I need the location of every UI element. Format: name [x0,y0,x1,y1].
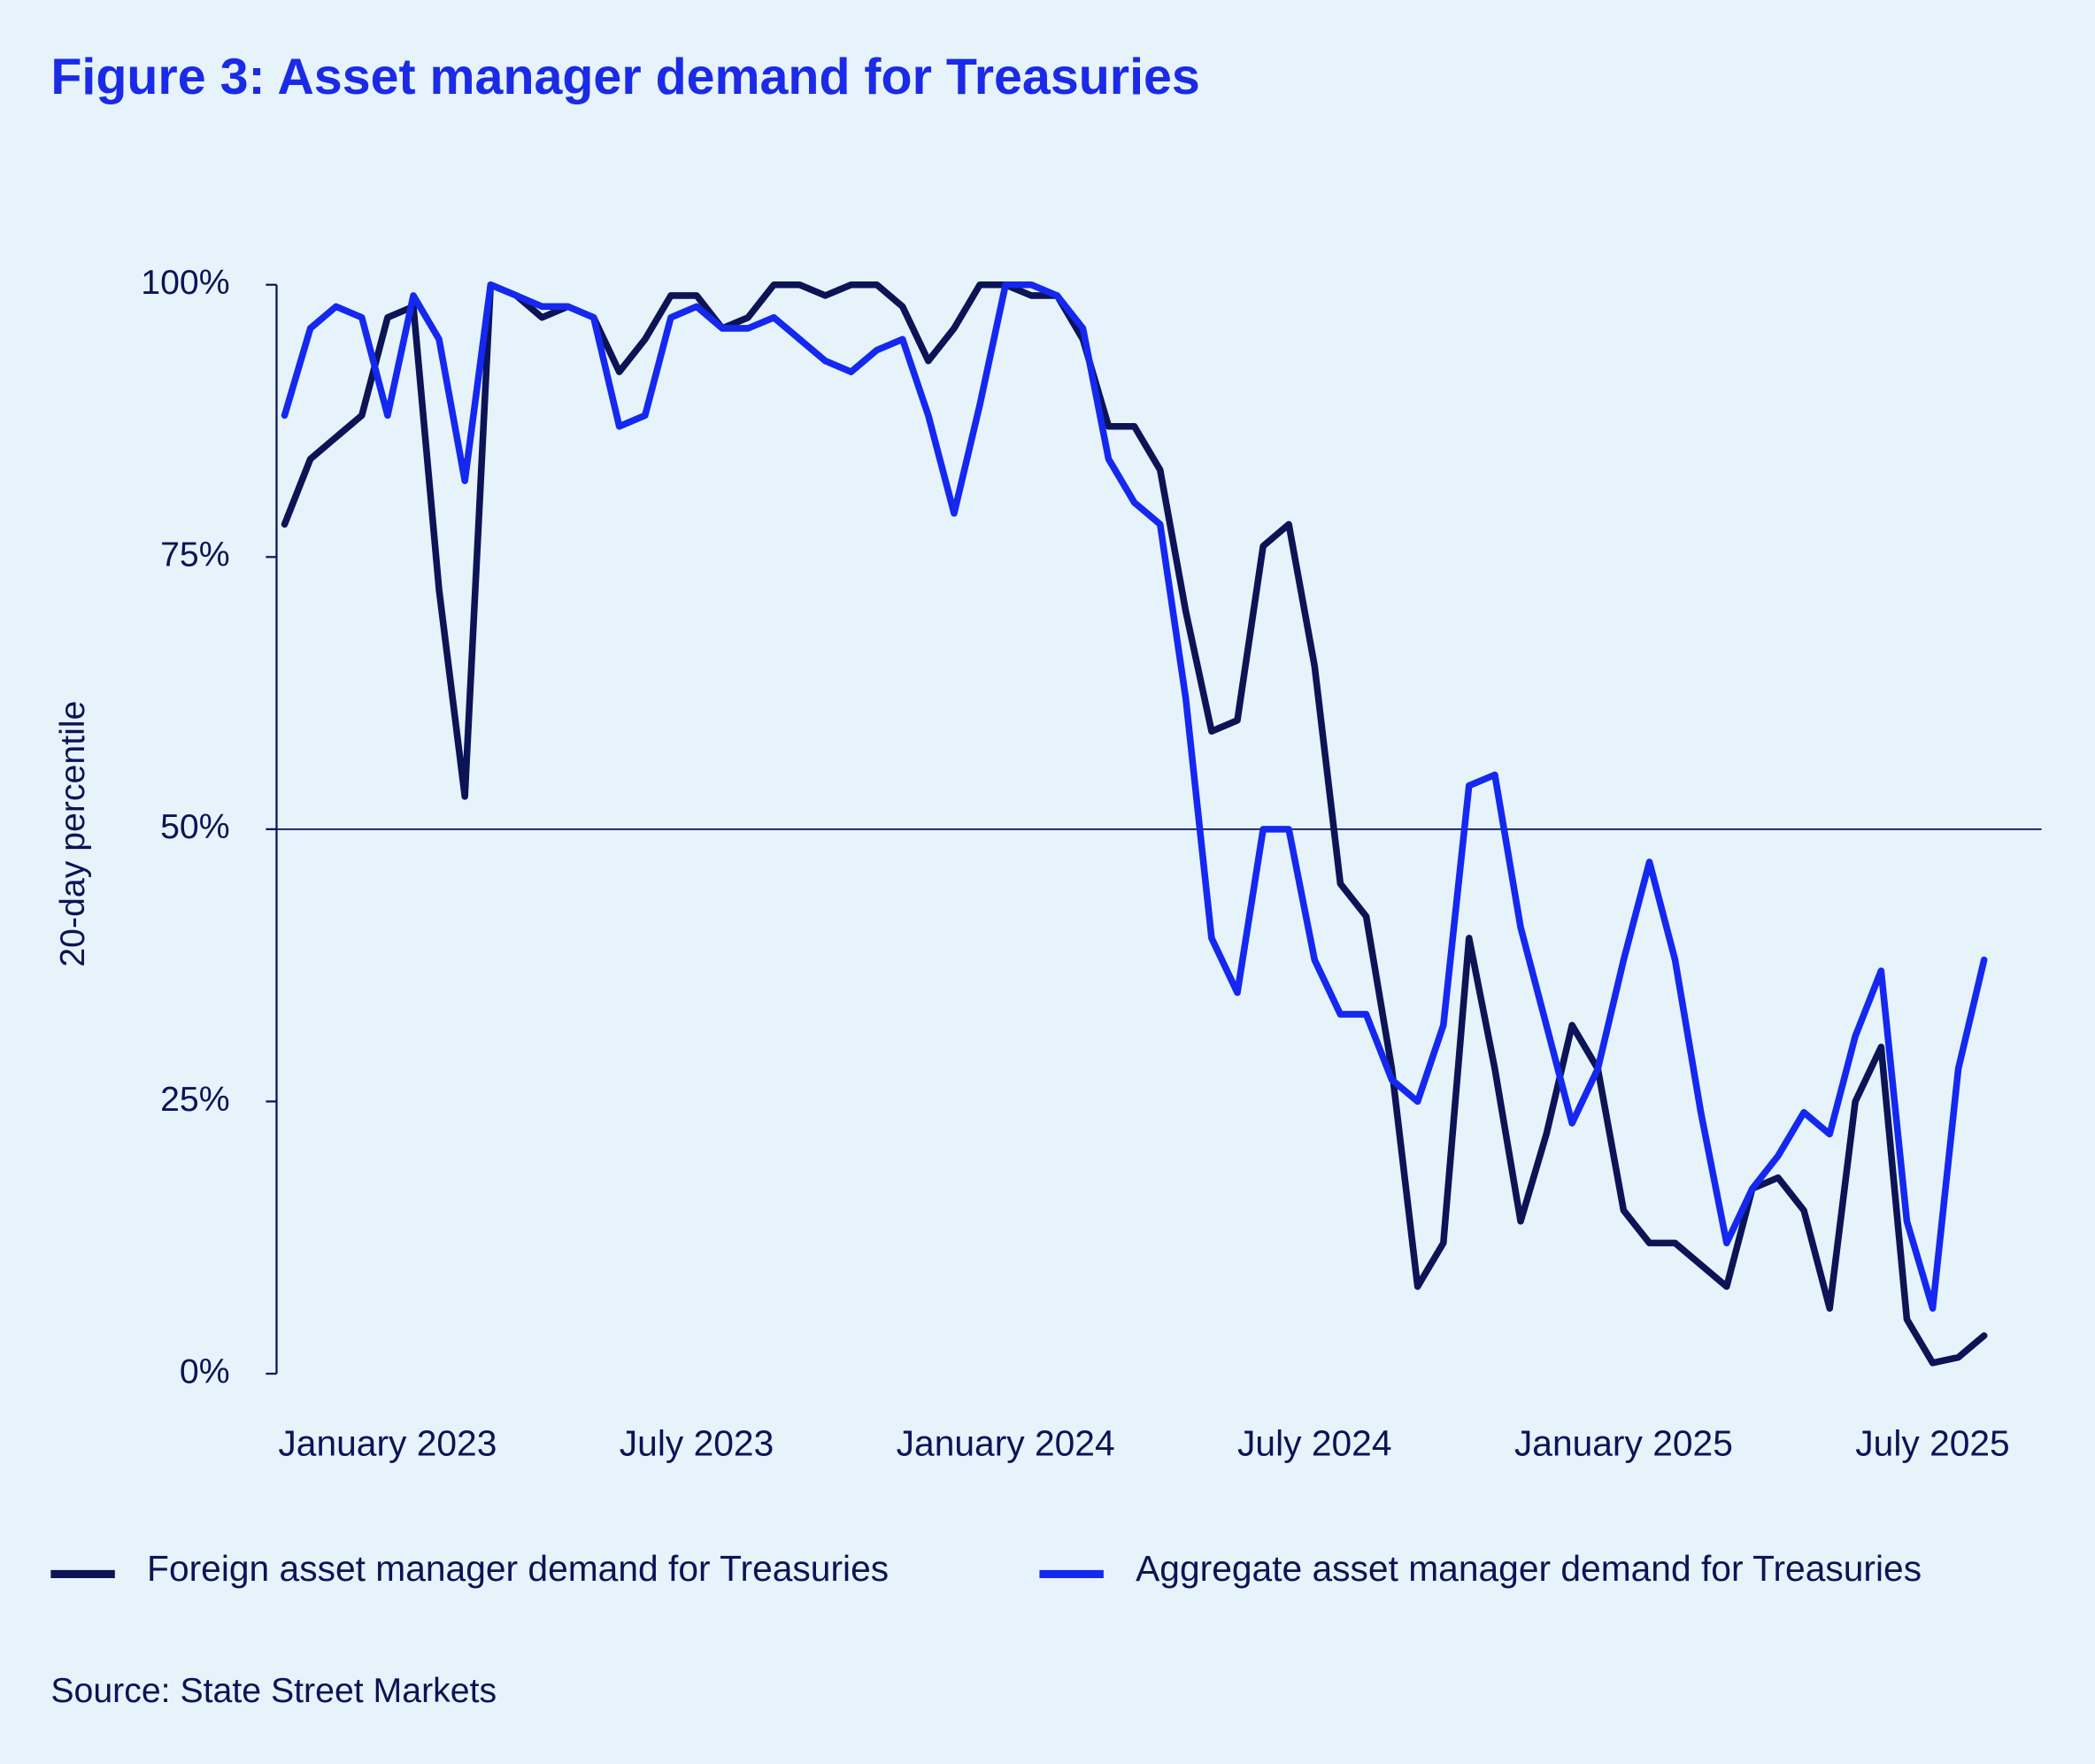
series-line [281,281,1988,1312]
x-tick-label: January 2024 [897,1422,1115,1463]
y-tick-label: 75% [160,535,230,574]
y-tick-label: 100% [141,263,229,302]
x-tick-label: July 2025 [1855,1422,2009,1463]
x-tick-label: January 2025 [1514,1422,1733,1463]
y-tick-label: 25% [160,1080,230,1119]
x-tick-label: January 2023 [278,1422,497,1463]
y-tick-label: 50% [160,807,230,846]
legend-label: Aggregate asset manager demand for Treas… [1136,1548,1922,1589]
legend-label: Foreign asset manager demand for Treasur… [147,1548,889,1589]
y-tick-label: 0% [180,1352,230,1390]
chart-title: Figure 3: Asset manager demand for Treas… [50,49,1199,105]
y-axis-label: 20-day percentile [53,701,92,967]
source: Source: State Street Markets [50,1671,497,1710]
x-tick-label: July 2023 [620,1422,774,1463]
x-tick-label: July 2024 [1237,1422,1391,1463]
